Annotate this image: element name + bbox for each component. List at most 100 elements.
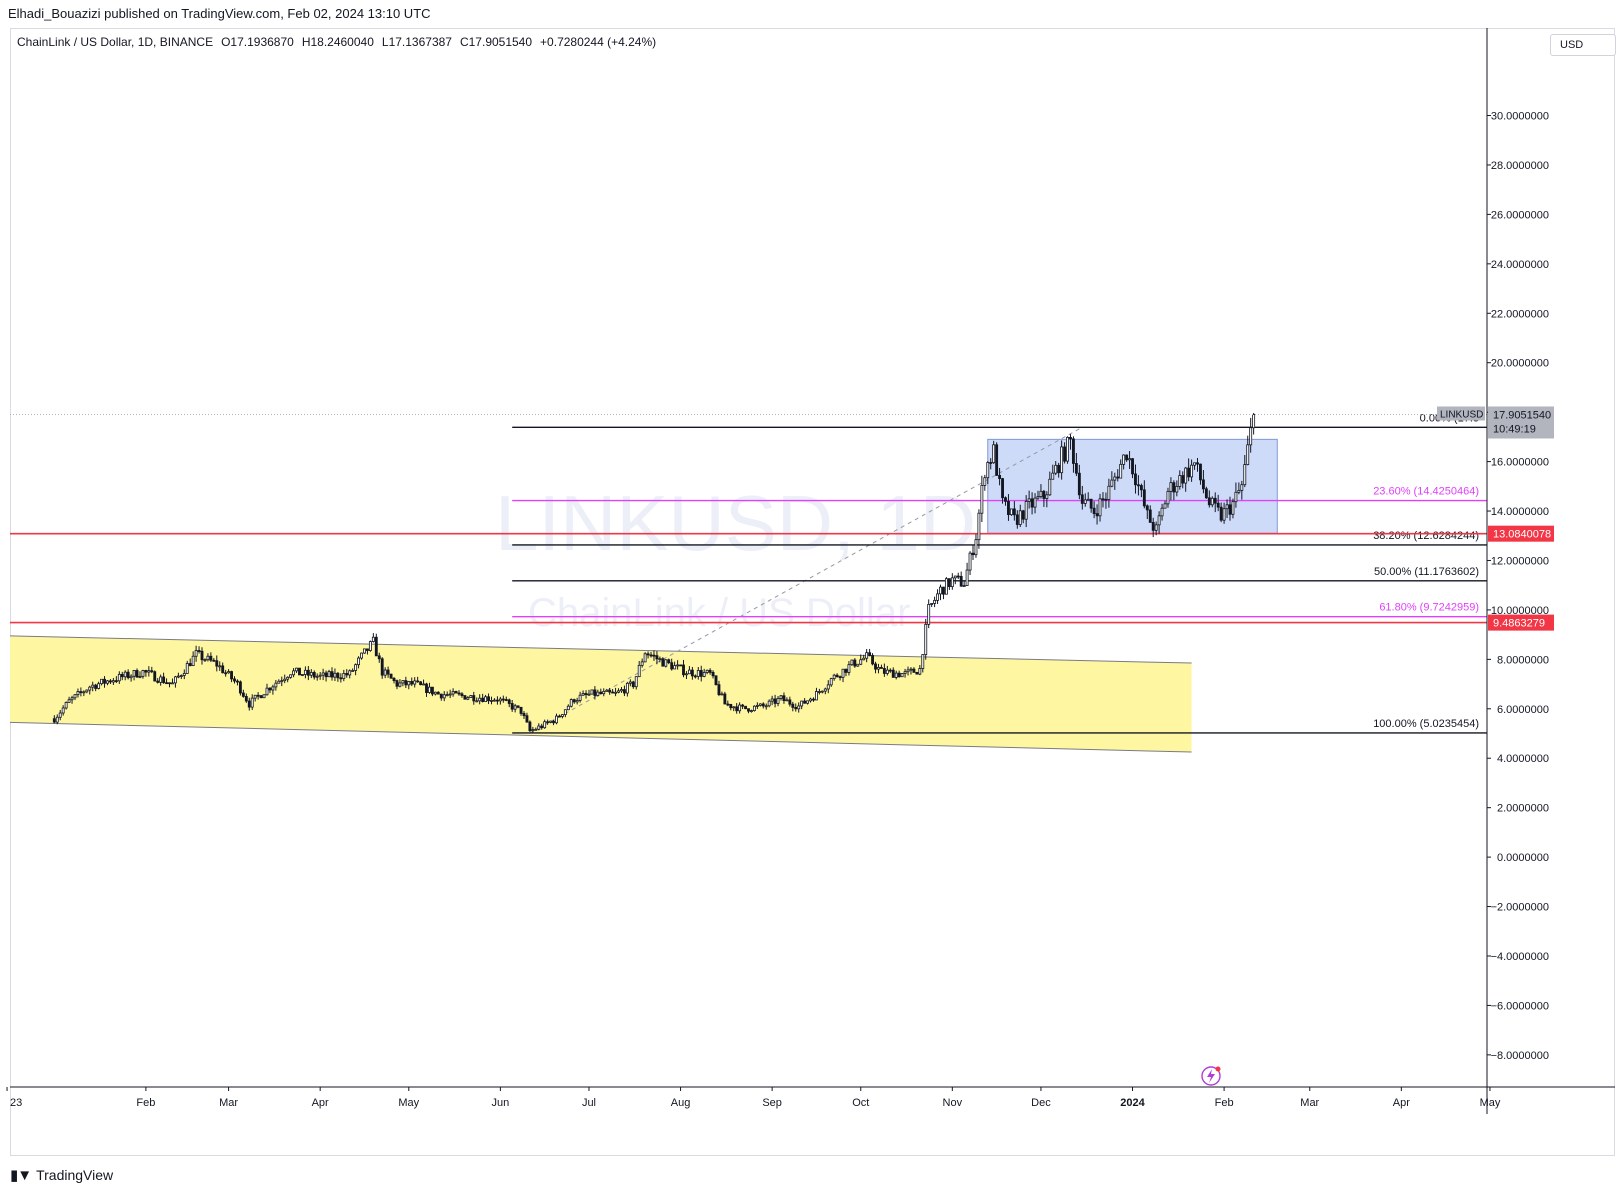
candle-body (64, 702, 68, 709)
candle (469, 695, 473, 699)
candle-body (324, 672, 328, 678)
candle (82, 690, 86, 697)
candle-body (809, 698, 812, 702)
candle-body (280, 680, 284, 683)
candle-body (962, 585, 966, 587)
candle (537, 723, 541, 731)
candle-body (422, 683, 425, 686)
candle (150, 666, 154, 674)
candle-body (1213, 497, 1217, 504)
candle (1119, 459, 1123, 479)
candle-body (129, 675, 133, 679)
horizontal-support-lines[interactable] (10, 532, 1487, 624)
candle (513, 703, 517, 713)
fib-level-label-3: 50.00% (11.1763602) (1374, 566, 1479, 578)
candle (575, 697, 579, 705)
candle-body (117, 673, 121, 682)
candle (690, 666, 694, 680)
last-price-tag (1488, 406, 1554, 439)
candle-body (114, 680, 118, 683)
candle (238, 680, 242, 696)
candle-body (1069, 436, 1072, 440)
candle (933, 596, 937, 608)
candle-body (1030, 498, 1034, 508)
candle (927, 599, 931, 629)
candle-body (150, 670, 154, 673)
candle-body (646, 653, 650, 656)
candle-body (865, 652, 869, 659)
candle-body (874, 663, 877, 670)
candle-body (321, 672, 325, 676)
candle-body (179, 675, 183, 677)
candle (1110, 471, 1114, 488)
time-tick-label: Jul (582, 1097, 596, 1109)
candle (348, 669, 352, 679)
candle (176, 672, 180, 679)
candle-body (94, 684, 98, 689)
candlestick-series[interactable] (52, 412, 1256, 733)
candle-body (519, 706, 523, 714)
candle (123, 670, 127, 681)
candle (617, 688, 620, 694)
candle-body (274, 682, 278, 688)
candle-body (1181, 475, 1185, 484)
candle (835, 673, 839, 678)
candle-body (97, 683, 101, 689)
bar-countdown-label: 10:49:19 (1493, 423, 1536, 435)
candle-body (469, 695, 473, 699)
fib-trend-line[interactable] (529, 426, 1083, 734)
tradingview-footer[interactable]: ▮▼ TradingView (10, 1166, 113, 1184)
candle-body (1086, 498, 1090, 501)
consolidation-range-box[interactable] (987, 438, 1278, 534)
candle-body (572, 699, 576, 703)
candle-body (968, 552, 972, 571)
candle-body (315, 675, 319, 678)
candle (218, 661, 222, 671)
candle (924, 618, 928, 660)
candle (555, 713, 558, 725)
price-and-time-axes[interactable]: −8.0000000 −6.0000000 −4.0000000 −2.0000000… (6, 28, 1615, 1114)
candle-body (1116, 476, 1120, 479)
candle (543, 719, 547, 729)
fib-level-label-5: 100.00% (5.0235454) (1373, 718, 1479, 730)
candle (354, 663, 358, 676)
chart-frame[interactable] (10, 28, 1615, 1156)
candle (634, 676, 638, 690)
candle (732, 706, 736, 712)
time-tick-label: Apr (312, 1097, 329, 1109)
legend-symbol: ChainLink / US Dollar, 1D, BINANCE (17, 35, 214, 49)
candle (614, 687, 618, 697)
candle-body (983, 477, 987, 486)
candle (558, 714, 561, 718)
candle (605, 688, 609, 692)
trend-line-dashed (529, 426, 1083, 734)
candle-body (944, 578, 948, 595)
candle-body (823, 688, 827, 692)
candle (640, 658, 644, 668)
candle (318, 672, 322, 680)
candle-body (1054, 464, 1058, 474)
candle (1007, 494, 1010, 521)
candle-body (685, 673, 688, 676)
candle-body (735, 706, 739, 712)
candle (832, 673, 836, 681)
currency-selector[interactable]: USD (1550, 34, 1616, 56)
candle (620, 686, 623, 693)
candle (670, 658, 674, 671)
candle (1136, 475, 1140, 496)
candle-body (277, 680, 281, 684)
time-tick-label: May (398, 1097, 419, 1109)
candle-body (776, 698, 780, 704)
candle-body (233, 678, 236, 682)
candle-body (708, 669, 712, 673)
candle-body (1175, 485, 1179, 493)
candle (1234, 482, 1238, 508)
candle-body (318, 674, 322, 677)
candle-body (1107, 485, 1111, 500)
candle-body (877, 667, 880, 670)
candle (950, 573, 954, 590)
candle (460, 692, 464, 698)
candle (549, 720, 553, 724)
candle (590, 689, 594, 695)
